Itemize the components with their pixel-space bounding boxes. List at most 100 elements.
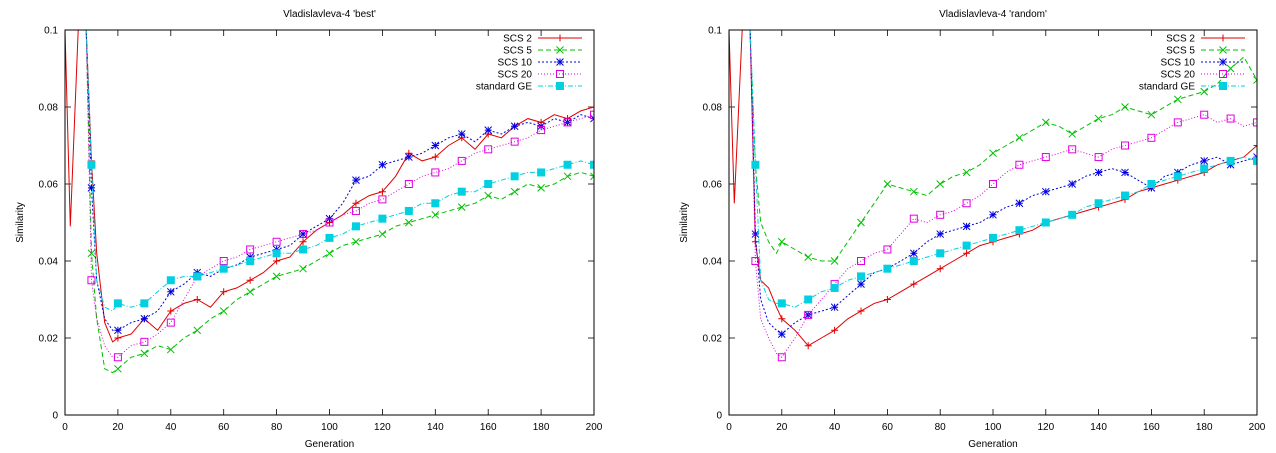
data-point: [246, 245, 255, 254]
x-tick-label: 80: [271, 422, 283, 433]
x-tick-label: 40: [829, 422, 841, 433]
data-point: [751, 230, 760, 238]
data-point: [989, 149, 997, 158]
data-point: [510, 172, 519, 181]
data-point: [1200, 164, 1209, 173]
data-point: [351, 206, 360, 215]
data-point: [431, 168, 440, 177]
data-point: [193, 326, 202, 335]
y-tick-label: 0.04: [703, 257, 723, 268]
data-point: [1068, 210, 1077, 219]
data-point: [962, 199, 971, 208]
y-tick-label: 0.1: [708, 26, 722, 37]
series-line: [65, 30, 594, 331]
data-point: [246, 257, 255, 265]
data-point: [166, 318, 175, 327]
data-point: [1200, 87, 1209, 96]
chart-random: Vladislavleva-4 'random' Generation Simila…: [679, 9, 1266, 450]
x-tick-label: 140: [427, 422, 444, 433]
data-point: [351, 222, 360, 231]
data-point: [590, 172, 594, 181]
legend-marker: [1219, 58, 1227, 66]
data-point: [1068, 145, 1077, 154]
data-point: [751, 257, 760, 265]
data-point: [1200, 110, 1209, 119]
legend-label: SCS 2: [503, 34, 532, 45]
data-point: [804, 342, 812, 350]
data-point: [1253, 118, 1257, 127]
x-tick-label: 120: [1037, 422, 1054, 433]
x-tick-label: 0: [726, 422, 732, 433]
data-point: [590, 110, 594, 119]
data-point: [883, 264, 892, 273]
data-point: [537, 183, 545, 192]
data-point: [590, 160, 594, 169]
data-point: [1094, 199, 1103, 208]
data-point: [1121, 141, 1129, 150]
data-point: [510, 187, 519, 196]
data-point: [936, 180, 945, 188]
data-point: [87, 276, 96, 285]
series-scs-10: [729, 30, 1257, 339]
series-scs-20: [65, 30, 594, 362]
data-point: [219, 264, 228, 273]
data-point: [563, 172, 572, 181]
series-scs-5: [65, 30, 594, 374]
data-point: [219, 307, 228, 315]
x-tick-label: 40: [165, 422, 177, 433]
data-point: [1041, 118, 1050, 127]
data-point: [537, 126, 546, 135]
data-point: [1094, 153, 1103, 162]
data-point: [1173, 95, 1182, 104]
data-point: [299, 238, 307, 246]
data-point: [830, 303, 839, 312]
data-point: [484, 126, 493, 134]
data-point: [87, 183, 96, 192]
data-point: [936, 265, 944, 273]
data-point: [193, 296, 201, 303]
data-point: [1068, 180, 1077, 188]
legend-label: standard GE: [476, 82, 532, 93]
data-point: [1147, 133, 1156, 142]
data-point: [167, 307, 175, 315]
data-point: [220, 288, 228, 296]
legend-marker: [556, 46, 564, 54]
data-point: [883, 245, 892, 254]
data-point: [272, 249, 281, 258]
data-point: [857, 280, 865, 288]
data-point: [778, 315, 786, 323]
legend-marker: [1219, 46, 1227, 54]
data-point: [962, 222, 971, 231]
x-tick-label: 120: [374, 422, 391, 433]
y-tick-label: 0.06: [39, 180, 59, 191]
x-tick-label: 60: [882, 422, 894, 433]
data-point: [140, 337, 149, 346]
y-tick-label: 0.02: [39, 334, 59, 345]
y-tick-label: 0: [52, 411, 58, 422]
x-tick-label: 0: [62, 422, 68, 433]
data-point: [87, 249, 96, 258]
data-point: [352, 199, 360, 207]
data-point: [484, 191, 493, 200]
data-point: [1253, 156, 1257, 165]
data-point: [457, 187, 466, 196]
legend-label: SCS 20: [498, 70, 533, 81]
data-point: [804, 295, 813, 304]
data-point: [1226, 114, 1235, 123]
series-scs-2: [65, 30, 594, 343]
data-point: [830, 257, 839, 265]
data-point: [87, 160, 96, 169]
data-point: [484, 180, 493, 188]
x-tick-label: 20: [112, 422, 124, 433]
data-point: [1147, 180, 1156, 188]
data-point: [325, 249, 334, 258]
data-point: [325, 233, 334, 242]
data-point: [246, 287, 255, 296]
data-point: [272, 237, 281, 246]
data-point: [830, 283, 839, 292]
data-point: [1068, 130, 1077, 138]
data-point: [857, 218, 865, 227]
x-axis-label: Generation: [305, 439, 354, 450]
